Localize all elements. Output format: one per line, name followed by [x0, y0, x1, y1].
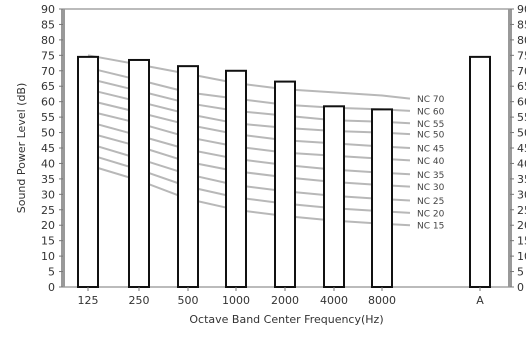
nc-curve-label: NC 15: [417, 222, 444, 232]
nc-curve-label: NC 55: [417, 120, 444, 130]
y-tick-label-left: 90: [41, 3, 55, 16]
y-tick-label-left: 5: [48, 266, 55, 279]
y-tick-label-right: 45: [517, 142, 526, 155]
nc-curve-label: NC 30: [417, 183, 445, 193]
y-tick-label-right: 5: [517, 266, 524, 279]
nc-curve-label: NC 35: [417, 171, 444, 181]
x-tick-label: 8000: [368, 294, 396, 307]
nc-curve-label: NC 60: [417, 107, 445, 117]
y-tick-label-left: 45: [41, 142, 55, 155]
nc-curve-label: NC 20: [417, 209, 445, 219]
bar: [128, 58, 150, 289]
y-tick-label-right: 80: [517, 34, 526, 47]
y-tick-label-left: 35: [41, 173, 55, 186]
y-tick-label-left: 70: [41, 65, 55, 78]
nc-curve-label: NC 50: [417, 131, 445, 141]
bar: [371, 108, 393, 288]
x-tick-label: 1000: [222, 294, 250, 307]
y-tick-label-right: 40: [517, 157, 526, 170]
bar: [274, 80, 296, 289]
y-tick-label-left: 0: [48, 281, 55, 294]
y-tick-label-left: 15: [41, 235, 55, 248]
nc-curve-label: NC 70: [417, 95, 445, 105]
bar: [77, 55, 99, 288]
y-tick-label-right: 55: [517, 111, 526, 124]
y-tick-label-right: 30: [517, 188, 526, 201]
x-tick-label: 4000: [320, 294, 348, 307]
y-tick-label-right: 0: [517, 281, 524, 294]
y-axis-title: Sound Power Level (dB): [15, 83, 28, 214]
y-tick-label-right: 25: [517, 204, 526, 217]
y-tick-label-left: 80: [41, 34, 55, 47]
y-tick-label-left: 50: [41, 127, 55, 140]
x-tick-label: 2000: [271, 294, 299, 307]
nc-curve-label: NC 45: [417, 145, 444, 155]
bar: [469, 55, 491, 288]
bar: [225, 69, 247, 289]
bar: [177, 65, 199, 289]
y-tick-label-right: 35: [517, 173, 526, 186]
x-tick-label: 125: [78, 294, 99, 307]
y-tick-label-left: 25: [41, 204, 55, 217]
nc-curve-label: NC 40: [417, 157, 445, 167]
y-tick-label-right: 15: [517, 235, 526, 248]
y-tick-label-left: 55: [41, 111, 55, 124]
y-tick-label-left: 75: [41, 49, 55, 62]
y-tick-label-left: 10: [41, 250, 55, 263]
x-tick-label: 500: [178, 294, 199, 307]
x-tick-label: A: [476, 294, 484, 307]
y-tick-label-left: 20: [41, 219, 55, 232]
y-tick-label-right: 65: [517, 80, 526, 93]
y-tick-label-right: 85: [517, 18, 526, 31]
y-tick-label-left: 30: [41, 188, 55, 201]
y-tick-label-right: 90: [517, 3, 526, 16]
y-tick-label-right: 50: [517, 127, 526, 140]
y-tick-label-left: 85: [41, 18, 55, 31]
y-tick-label-left: 65: [41, 80, 55, 93]
x-tick-label: 250: [129, 294, 150, 307]
y-tick-label-right: 70: [517, 65, 526, 78]
y-tick-label-right: 20: [517, 219, 526, 232]
y-tick-label-right: 10: [517, 250, 526, 263]
y-tick-label-right: 60: [517, 96, 526, 109]
y-tick-label-right: 75: [517, 49, 526, 62]
nc-curve-label: NC 25: [417, 197, 444, 207]
y-tick-label-left: 60: [41, 96, 55, 109]
bar: [323, 105, 345, 288]
y-tick-label-left: 40: [41, 157, 55, 170]
x-axis-title: Octave Band Center Frequency(Hz): [189, 313, 383, 326]
